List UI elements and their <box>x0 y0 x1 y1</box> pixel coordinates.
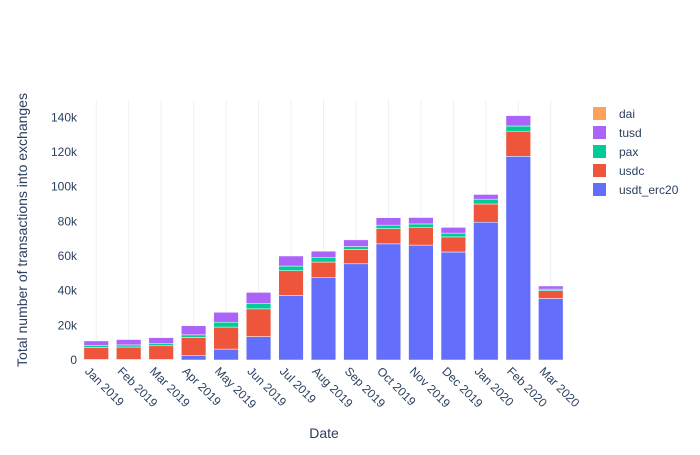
bar-tusd[interactable] <box>440 227 466 234</box>
bar-tusd[interactable] <box>343 239 369 247</box>
bar-usdc[interactable] <box>505 130 531 157</box>
bar-pax[interactable] <box>473 198 499 205</box>
bar-usdc[interactable] <box>375 228 402 245</box>
bar-tusd[interactable] <box>83 340 109 346</box>
y-tick-label: 0 <box>70 353 77 367</box>
bar-usdt-erc20[interactable] <box>343 263 369 361</box>
bar-pax[interactable] <box>505 125 531 132</box>
bar-tusd[interactable] <box>310 250 337 258</box>
x-axis-title: Date <box>309 425 339 441</box>
bar-tusd[interactable] <box>408 217 434 225</box>
legend-item-pax[interactable]: pax <box>593 145 638 159</box>
y-tick-label: 60k <box>58 249 78 263</box>
legend-label: dai <box>619 107 635 121</box>
bar-tusd[interactable] <box>148 337 174 344</box>
bar-pax[interactable] <box>440 232 466 238</box>
legend-label: usdc <box>619 164 644 178</box>
legend-item-usdt-erc20[interactable]: usdt_erc20 <box>593 183 679 197</box>
bar-tusd[interactable] <box>116 339 142 346</box>
bar-pax[interactable] <box>343 246 369 250</box>
bar-usdt-erc20[interactable] <box>213 348 239 361</box>
bar-usdc[interactable] <box>245 308 272 337</box>
bar-usdc[interactable] <box>213 326 239 350</box>
bar-usdt-erc20[interactable] <box>408 244 434 361</box>
bar-usdt-erc20[interactable] <box>181 355 207 361</box>
bar-usdt-erc20[interactable] <box>440 251 466 361</box>
bar-usdc[interactable] <box>440 236 466 253</box>
bar-pax[interactable] <box>213 321 239 328</box>
bar-pax[interactable] <box>278 265 304 271</box>
bar-pax[interactable] <box>408 223 434 228</box>
bar-pax[interactable] <box>116 344 142 348</box>
bar-usdc[interactable] <box>538 290 564 299</box>
bar-pax[interactable] <box>245 303 272 310</box>
legend-item-tusd[interactable]: tusd <box>593 126 642 140</box>
y-tick-label: 80k <box>58 214 78 228</box>
bar-usdc[interactable] <box>408 227 434 246</box>
bar-usdc[interactable] <box>116 346 142 360</box>
bar-usdc[interactable] <box>278 270 304 296</box>
bar-usdc[interactable] <box>181 337 207 356</box>
bar-usdc[interactable] <box>343 249 369 265</box>
y-tick-label: 140k <box>51 110 78 124</box>
bar-usdt-erc20[interactable] <box>473 221 499 361</box>
bar-tusd[interactable] <box>538 285 564 290</box>
bar-pax[interactable] <box>310 257 337 263</box>
legend-label: pax <box>619 145 638 159</box>
y-axis-title: Total number of transactions into exchan… <box>14 93 30 367</box>
bar-tusd[interactable] <box>473 194 499 200</box>
y-tick-label: 100k <box>51 180 78 194</box>
legend-swatch <box>593 107 606 120</box>
bar-tusd[interactable] <box>245 292 272 304</box>
bar-pax[interactable] <box>148 343 174 347</box>
legend-swatch <box>593 164 606 177</box>
bar-tusd[interactable] <box>213 312 239 323</box>
bar-usdt-erc20[interactable] <box>538 298 564 361</box>
y-tick-label: 120k <box>51 145 78 159</box>
bar-usdt-erc20[interactable] <box>505 156 531 361</box>
y-tick-label: 20k <box>58 318 78 332</box>
bar-pax[interactable] <box>83 345 109 348</box>
bar-tusd[interactable] <box>278 255 304 267</box>
legend-swatch <box>593 183 606 196</box>
bar-pax[interactable] <box>181 334 207 338</box>
bar-usdc[interactable] <box>310 261 337 278</box>
bar-usdt-erc20[interactable] <box>310 277 337 361</box>
bar-usdc[interactable] <box>148 345 174 360</box>
bar-usdt-erc20[interactable] <box>278 295 304 361</box>
bar-tusd[interactable] <box>375 217 402 226</box>
bar-usdc[interactable] <box>473 203 499 223</box>
y-tick-label: 40k <box>58 284 78 298</box>
legend-label: usdt_erc20 <box>619 183 679 197</box>
legend-swatch <box>593 145 606 158</box>
bar-pax[interactable] <box>375 224 402 229</box>
bar-usdc[interactable] <box>83 347 109 360</box>
legend-item-usdc[interactable]: usdc <box>593 164 644 178</box>
bar-tusd[interactable] <box>505 115 531 127</box>
bar-usdt-erc20[interactable] <box>245 336 272 361</box>
bar-usdt-erc20[interactable] <box>375 243 402 361</box>
legend-item-dai[interactable]: dai <box>593 107 635 121</box>
legend-label: tusd <box>619 126 642 140</box>
legend-swatch <box>593 126 606 139</box>
bar-tusd[interactable] <box>181 325 207 336</box>
